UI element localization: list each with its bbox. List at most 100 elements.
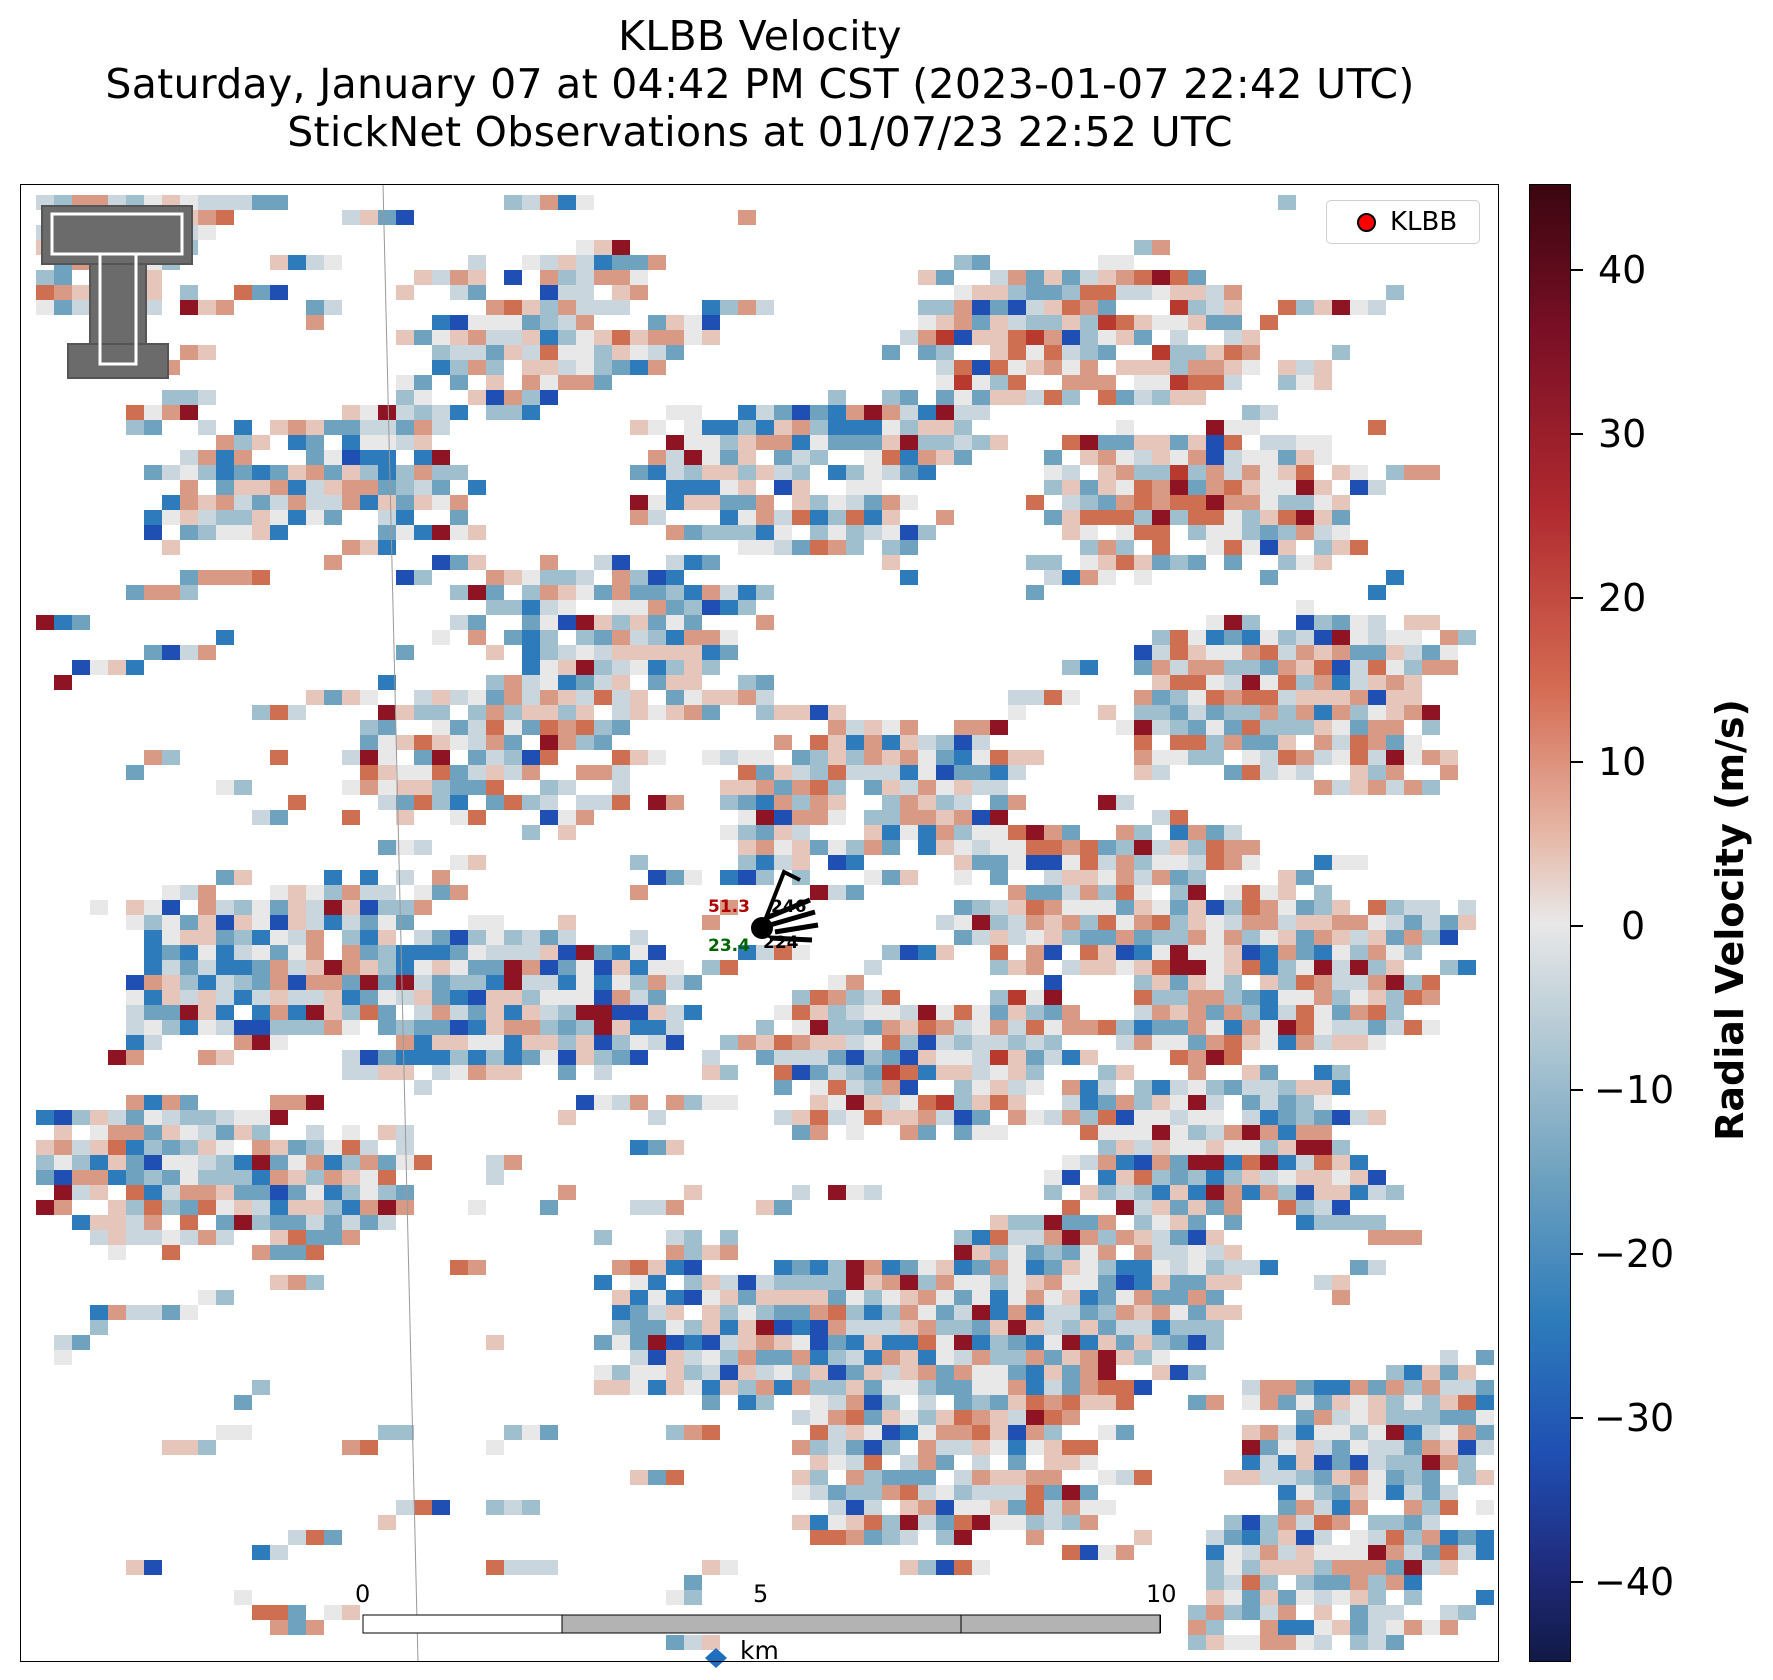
radar-cell [1152, 345, 1170, 360]
radar-cell [1116, 555, 1134, 570]
radar-cell [1080, 1185, 1098, 1200]
radar-cell [1242, 465, 1260, 480]
radar-cell [1242, 735, 1260, 750]
radar-cell [198, 1110, 216, 1125]
radar-cell [630, 420, 648, 435]
radar-cell [378, 1065, 396, 1080]
radar-cell [360, 450, 378, 465]
radar-cell [630, 1320, 648, 1335]
radar-cell [1296, 1185, 1314, 1200]
radar-cell [864, 1080, 882, 1095]
radar-cell [1314, 1020, 1332, 1035]
radar-cell [630, 660, 648, 675]
radar-cell [1116, 465, 1134, 480]
radar-cell [1224, 1275, 1242, 1290]
radar-cell [576, 1005, 594, 1020]
radar-cell [882, 1095, 900, 1110]
radar-cell [792, 420, 810, 435]
radar-cell [252, 1020, 270, 1035]
radar-cell [864, 1050, 882, 1065]
radar-cell [252, 465, 270, 480]
radar-cell [630, 945, 648, 960]
radar-cell [1152, 990, 1170, 1005]
radar-cell [1152, 1140, 1170, 1155]
radar-cell [576, 270, 594, 285]
radar-cell [486, 315, 504, 330]
radar-cell [414, 330, 432, 345]
radar-cell [1386, 690, 1404, 705]
radar-cell [1314, 930, 1332, 945]
radar-cell [108, 1140, 126, 1155]
radar-cell [828, 405, 846, 420]
radar-cell [1152, 480, 1170, 495]
radar-cell [1224, 1305, 1242, 1320]
radar-cell [1116, 450, 1134, 465]
radar-cell [1386, 975, 1404, 990]
radar-cell [936, 360, 954, 375]
radar-cell [468, 255, 486, 270]
radar-cell [1206, 375, 1224, 390]
radar-cell [288, 480, 306, 495]
radar-cell [486, 930, 504, 945]
radar-cell [198, 195, 216, 210]
radar-cell [630, 1005, 648, 1020]
radar-cell [1134, 330, 1152, 345]
radar-cell [558, 615, 576, 630]
radar-cell [468, 330, 486, 345]
radar-cell [684, 330, 702, 345]
radar-cell [558, 570, 576, 585]
radar-cell [576, 645, 594, 660]
radar-cell [108, 1200, 126, 1215]
radar-cell [1296, 1035, 1314, 1050]
radar-cell [774, 420, 792, 435]
radar-cell [1152, 465, 1170, 480]
radar-cell [630, 990, 648, 1005]
radar-cell [1386, 630, 1404, 645]
radar-cell [1134, 1035, 1152, 1050]
radar-cell [540, 930, 558, 945]
radar-cell [612, 555, 630, 570]
radar-cell [756, 525, 774, 540]
radar-cell [1314, 1065, 1332, 1080]
radar-cell [450, 1005, 468, 1020]
radar-cell [1170, 555, 1188, 570]
radar-cell [306, 930, 324, 945]
radar-cell [612, 615, 630, 630]
radar-cell [432, 420, 450, 435]
radar-cell [1242, 1125, 1260, 1140]
radar-cell [1260, 1005, 1278, 1020]
radar-cell [720, 645, 738, 660]
radar-cell [1188, 705, 1206, 720]
radar-cell [522, 1020, 540, 1035]
radar-cell [630, 270, 648, 285]
radar-cell [612, 945, 630, 960]
radar-cell [558, 315, 576, 330]
radar-cell [702, 1305, 720, 1320]
radar-cell [180, 885, 198, 900]
radar-cell [396, 480, 414, 495]
radar-cell [1188, 630, 1206, 645]
radar-cell [864, 1035, 882, 1050]
radar-cell [576, 255, 594, 270]
radar-cell [1242, 645, 1260, 660]
radar-cell [252, 930, 270, 945]
radar-cell [666, 1335, 684, 1350]
radar-cell [126, 1020, 144, 1035]
radar-cell [702, 690, 720, 705]
radar-cell [1296, 915, 1314, 930]
radar-cell [720, 465, 738, 480]
radar-cell [522, 345, 540, 360]
radar-cell [1170, 705, 1188, 720]
radar-cell [954, 315, 972, 330]
radar-cell [1260, 525, 1278, 540]
radar-cell [324, 960, 342, 975]
radar-cell [1368, 645, 1386, 660]
radar-cell [1242, 540, 1260, 555]
radar-cell [828, 1290, 846, 1305]
radar-cell [1332, 900, 1350, 915]
radar-cell [612, 1005, 630, 1020]
radar-cell [1044, 1245, 1062, 1260]
radar-cell [954, 1110, 972, 1125]
radar-cell [234, 420, 252, 435]
